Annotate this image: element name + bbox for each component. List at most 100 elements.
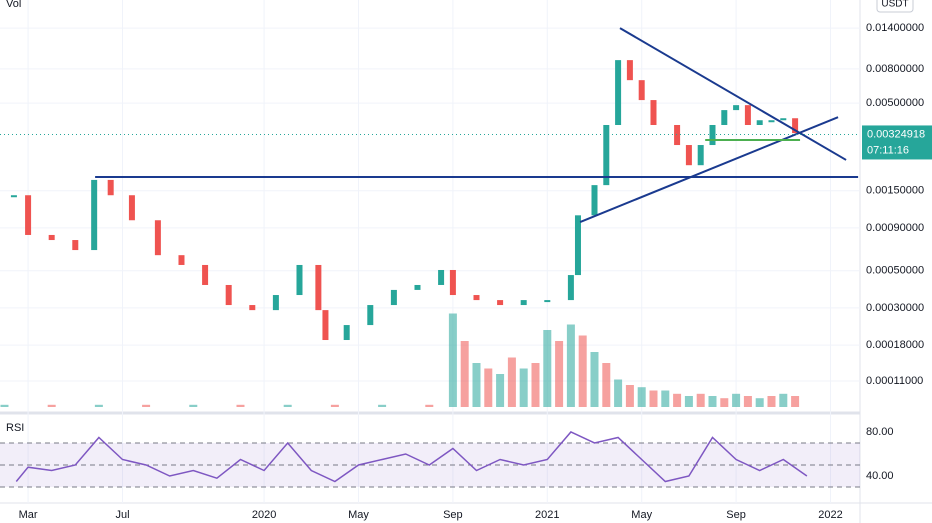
candle <box>178 255 185 265</box>
x-tick-label: Sep <box>443 509 463 521</box>
y-tick-label: 0.00018000 <box>866 339 924 351</box>
x-tick-label: Mar <box>19 509 38 521</box>
volume-bar <box>555 341 564 407</box>
rsi-tick-label: 80.00 <box>866 426 894 438</box>
y-tick-label: 0.00500000 <box>866 97 924 109</box>
candle <box>768 120 775 123</box>
x-tick-label: 2022 <box>818 509 842 521</box>
candle <box>721 110 728 125</box>
candle <box>591 185 598 216</box>
y-tick-label: 0.00090000 <box>866 222 924 234</box>
candle <box>497 300 504 306</box>
currency-label: USDT <box>881 0 908 10</box>
volume-bar <box>779 393 788 407</box>
x-tick-label: May <box>631 509 652 521</box>
candle <box>343 325 350 341</box>
rsi-tick-label: 40.00 <box>866 470 894 482</box>
volume-bar <box>614 379 623 407</box>
volume-bar <box>496 374 505 407</box>
candle <box>91 179 98 251</box>
candle <box>685 145 692 166</box>
volume-bar <box>531 363 540 407</box>
volume-bar <box>236 404 245 407</box>
volume-bar <box>425 404 434 407</box>
volume-bar <box>625 385 634 407</box>
volume-bar <box>507 357 516 407</box>
candle <box>72 240 79 251</box>
y-tick-label: 0.00050000 <box>866 265 924 277</box>
candle <box>674 124 681 146</box>
y-tick-label: 0.01400000 <box>866 22 924 34</box>
candle <box>449 269 456 296</box>
volume-bar <box>189 404 198 407</box>
volume-bar <box>378 404 387 407</box>
volume-bar <box>720 398 729 407</box>
candle <box>107 179 114 196</box>
volume-bar <box>684 396 693 407</box>
candle <box>780 118 787 121</box>
countdown-label: 07:11:16 <box>867 144 909 156</box>
volume-bar <box>637 387 646 407</box>
candle <box>697 145 704 166</box>
candle <box>544 300 551 303</box>
last-price-badge <box>862 125 932 160</box>
candle <box>322 310 329 341</box>
candle <box>154 220 161 256</box>
x-tick-label: May <box>348 509 369 521</box>
volume-bar <box>732 393 741 407</box>
candle <box>574 215 581 276</box>
volume-bar <box>47 404 56 407</box>
currency-badge[interactable] <box>876 0 914 13</box>
volume-bar <box>590 352 599 407</box>
candle <box>367 305 374 326</box>
y-tick-label: 0.00030000 <box>866 302 924 314</box>
volume-bar <box>484 368 493 407</box>
volume-label: Vol <box>6 0 21 10</box>
volume-bar <box>755 398 764 407</box>
candle <box>390 289 397 306</box>
volume-bar <box>330 404 339 407</box>
volume-bar <box>566 324 575 407</box>
rsi-title: RSI <box>6 422 24 434</box>
candle <box>567 275 574 301</box>
volume-bar <box>602 363 611 407</box>
volume-bar <box>791 396 800 407</box>
volume-bar <box>472 363 481 407</box>
candle <box>202 264 209 285</box>
candle <box>272 295 279 311</box>
x-tick-label: Sep <box>726 509 746 521</box>
candle <box>638 80 645 101</box>
volume-bar <box>448 313 457 407</box>
volume-bar <box>743 396 752 407</box>
candle <box>792 118 799 134</box>
volume-bar <box>142 404 151 407</box>
candle <box>10 195 17 198</box>
y-tick-label: 0.00011000 <box>866 375 923 387</box>
candle <box>603 124 610 186</box>
volume-bar <box>0 404 9 407</box>
volume-bar <box>696 393 705 407</box>
candle <box>128 195 135 221</box>
candle <box>650 100 657 125</box>
volume-bar <box>673 393 682 407</box>
volume-bar <box>578 335 587 407</box>
x-tick-label: 2021 <box>535 509 559 521</box>
volume-bar <box>543 330 552 407</box>
candle <box>296 264 303 296</box>
volume-bar <box>649 390 658 407</box>
volume-bar <box>767 396 776 407</box>
x-tick-label: Jul <box>115 509 129 521</box>
candle <box>249 305 256 311</box>
candle <box>733 105 740 111</box>
trend-line <box>579 116 839 224</box>
volume-bar <box>708 396 717 407</box>
volume-bar <box>94 404 103 407</box>
y-tick-label: 0.00800000 <box>866 63 924 75</box>
candle <box>756 120 763 125</box>
y-tick-label: 0.00150000 <box>866 185 924 197</box>
volume-bar <box>283 404 292 407</box>
candle <box>315 264 322 311</box>
